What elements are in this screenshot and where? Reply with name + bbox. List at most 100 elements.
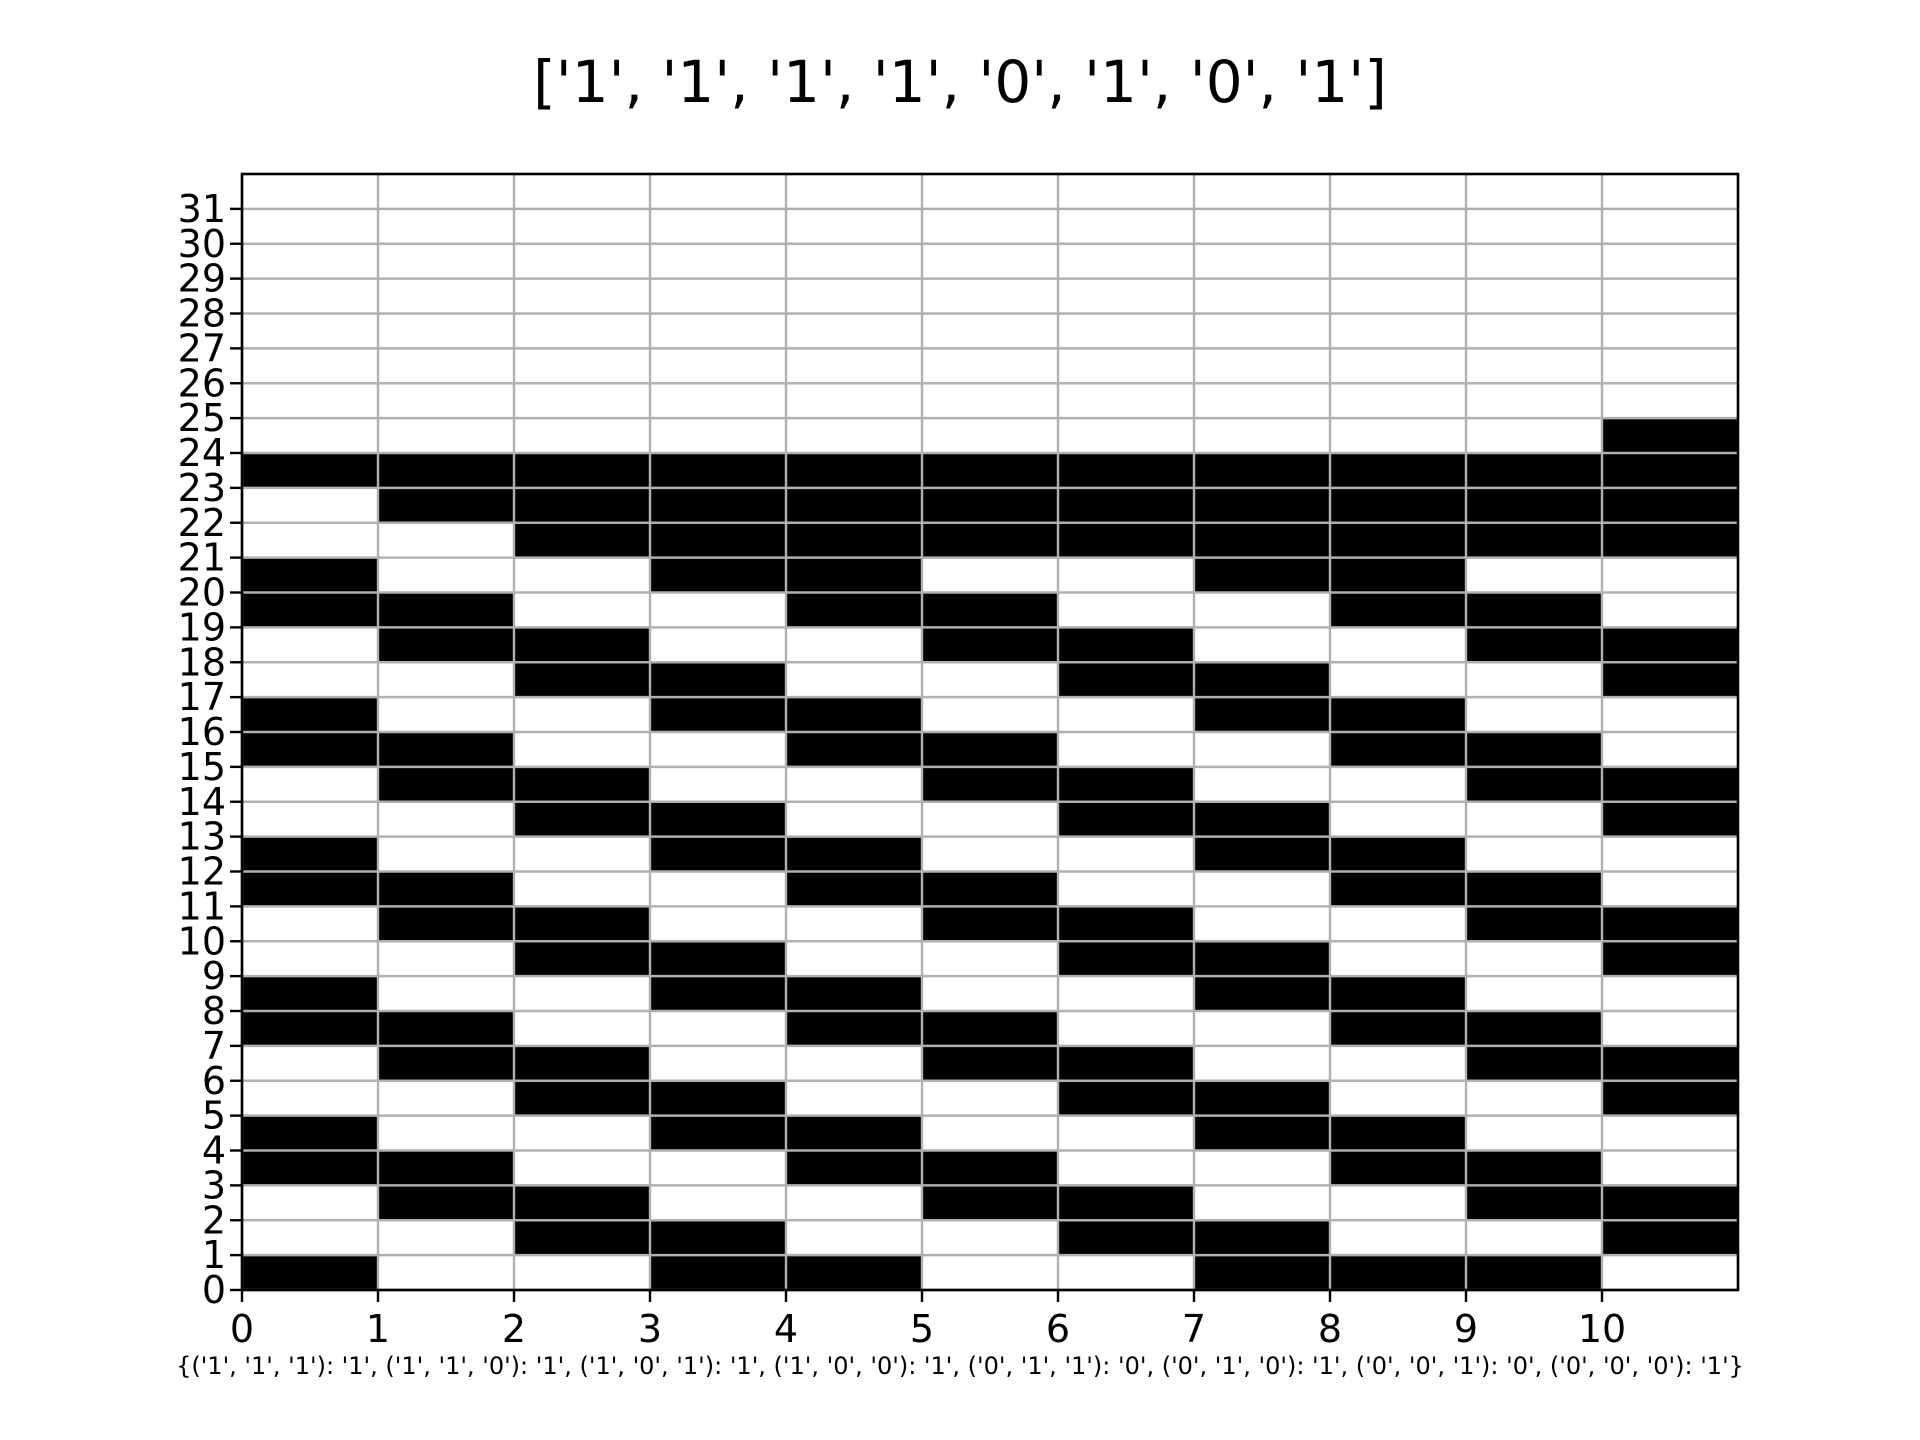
heatmap-cell bbox=[1058, 1220, 1194, 1256]
heatmap-cell bbox=[242, 1011, 378, 1046]
heatmap-cell bbox=[1194, 976, 1330, 1011]
heatmap-cell bbox=[1330, 697, 1466, 732]
x-tick-label: 4 bbox=[774, 1307, 798, 1351]
heatmap-cell bbox=[1058, 487, 1194, 523]
heatmap-cell bbox=[514, 906, 650, 942]
heatmap-cell bbox=[1602, 906, 1738, 942]
y-tick-label: 31 bbox=[178, 187, 226, 231]
heatmap-cell bbox=[514, 766, 650, 802]
heatmap-cell bbox=[650, 697, 786, 732]
x-tick-label: 5 bbox=[910, 1307, 934, 1351]
heatmap-cell bbox=[1602, 627, 1738, 663]
heatmap-cell bbox=[786, 487, 922, 523]
heatmap-cell bbox=[242, 976, 378, 1011]
y-tick-label: 4 bbox=[202, 1129, 226, 1173]
heatmap-cell bbox=[1058, 941, 1194, 977]
heatmap-cell bbox=[650, 522, 786, 558]
heatmap-cell bbox=[922, 906, 1058, 942]
heatmap-cell bbox=[650, 1080, 786, 1116]
heatmap-cell bbox=[786, 522, 922, 558]
heatmap-cell bbox=[922, 871, 1058, 907]
y-tick-label: 5 bbox=[202, 1094, 226, 1138]
heatmap-cell bbox=[786, 836, 922, 872]
heatmap-cell bbox=[1058, 1080, 1194, 1116]
y-tick-label: 15 bbox=[178, 745, 226, 789]
heatmap-cell bbox=[242, 592, 378, 628]
heatmap-cell bbox=[242, 453, 378, 488]
heatmap-cell bbox=[1194, 697, 1330, 732]
heatmap-cell bbox=[514, 487, 650, 523]
heatmap-cell bbox=[650, 1255, 786, 1290]
heatmap-cell bbox=[514, 1045, 650, 1081]
heatmap-cell bbox=[1194, 801, 1330, 837]
heatmap-cell bbox=[1330, 1011, 1466, 1046]
heatmap-cell bbox=[650, 941, 786, 977]
heatmap-cell bbox=[1602, 941, 1738, 977]
heatmap-cell bbox=[1602, 1185, 1738, 1221]
heatmap-cell bbox=[922, 1150, 1058, 1186]
heatmap-cell bbox=[922, 592, 1058, 628]
heatmap-cell bbox=[1330, 1150, 1466, 1186]
heatmap-cell bbox=[922, 453, 1058, 488]
heatmap-cell bbox=[786, 592, 922, 628]
y-tick-label: 21 bbox=[178, 536, 226, 580]
heatmap-cell bbox=[514, 1220, 650, 1256]
heatmap-cell bbox=[650, 976, 786, 1011]
y-tick-label: 24 bbox=[178, 431, 226, 475]
heatmap-cell bbox=[1466, 1045, 1602, 1081]
heatmap-cell bbox=[1466, 627, 1602, 663]
heatmap-cell bbox=[242, 697, 378, 732]
heatmap-cell bbox=[1330, 557, 1466, 593]
heatmap-cell bbox=[1466, 1185, 1602, 1221]
heatmap-cell bbox=[1194, 1255, 1330, 1290]
x-tick-label: 2 bbox=[502, 1307, 526, 1351]
heatmap-cell bbox=[922, 1185, 1058, 1221]
heatmap-cell bbox=[1466, 1011, 1602, 1046]
heatmap-cell bbox=[1194, 941, 1330, 977]
x-tick-label: 3 bbox=[638, 1307, 662, 1351]
heatmap-cell bbox=[650, 836, 786, 872]
heatmap-cell bbox=[378, 906, 514, 942]
heatmap-cell bbox=[1602, 662, 1738, 698]
heatmap-cell bbox=[242, 557, 378, 593]
heatmap-cell bbox=[378, 592, 514, 628]
y-tick-label: 26 bbox=[178, 361, 226, 405]
heatmap-cell bbox=[1602, 1080, 1738, 1116]
heatmap-cell bbox=[1466, 1150, 1602, 1186]
heatmap-cell bbox=[514, 1185, 650, 1221]
y-tick-label: 14 bbox=[178, 780, 226, 824]
x-tick-label: 6 bbox=[1046, 1307, 1070, 1351]
heatmap-cell bbox=[378, 1011, 514, 1046]
heatmap-cell bbox=[1602, 487, 1738, 523]
y-tick-label: 3 bbox=[202, 1163, 226, 1207]
heatmap-cell bbox=[1330, 732, 1466, 767]
heatmap-cell bbox=[514, 662, 650, 698]
heatmap-cell bbox=[1466, 766, 1602, 802]
heatmap-cell bbox=[514, 627, 650, 663]
heatmap-cell bbox=[650, 801, 786, 837]
heatmap-cell bbox=[378, 871, 514, 907]
heatmap-cell bbox=[1194, 557, 1330, 593]
heatmap-cell bbox=[242, 871, 378, 907]
heatmap-cell bbox=[650, 662, 786, 698]
heatmap-cell bbox=[514, 453, 650, 488]
y-tick-label: 13 bbox=[178, 815, 226, 859]
y-tick-label: 2 bbox=[202, 1198, 226, 1242]
heatmap-cell bbox=[650, 557, 786, 593]
y-tick-label: 7 bbox=[202, 1024, 226, 1068]
x-tick-label: 1 bbox=[366, 1307, 390, 1351]
y-tick-label: 20 bbox=[178, 571, 226, 615]
heatmap-cell bbox=[1602, 418, 1738, 453]
heatmap-cell bbox=[242, 1115, 378, 1151]
heatmap-cell bbox=[1058, 627, 1194, 663]
heatmap-cell bbox=[650, 453, 786, 488]
y-tick-label: 18 bbox=[178, 640, 226, 684]
heatmap-cell bbox=[922, 1011, 1058, 1046]
rule-caption: {('1', '1', '1'): '1', ('1', '1', '0'): … bbox=[176, 1352, 1744, 1380]
heatmap-cell bbox=[1058, 801, 1194, 837]
heatmap-cell bbox=[1602, 1045, 1738, 1081]
y-tick-label: 1 bbox=[202, 1233, 226, 1277]
heatmap-cell bbox=[378, 453, 514, 488]
